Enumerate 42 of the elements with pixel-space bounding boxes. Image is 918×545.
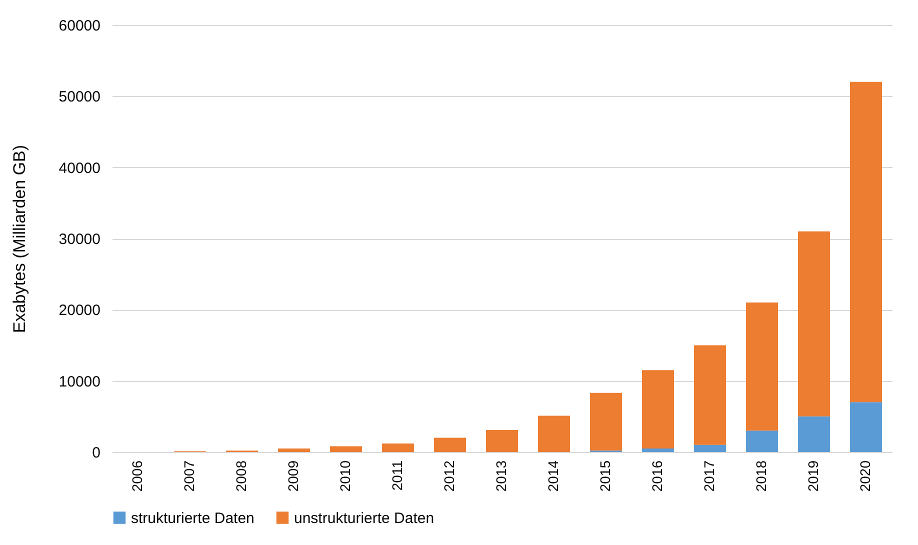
y-tick-label: 0 bbox=[92, 444, 100, 462]
y-tick-label: 10000 bbox=[58, 373, 100, 390]
bar bbox=[590, 392, 622, 451]
bar bbox=[694, 345, 726, 445]
bar bbox=[642, 370, 674, 448]
x-tick-label: 2006 bbox=[129, 460, 145, 492]
x-tick-label: 2013 bbox=[493, 460, 509, 492]
bar bbox=[434, 438, 466, 452]
bar bbox=[538, 416, 570, 452]
bar bbox=[798, 231, 830, 416]
x-tick-label: 2015 bbox=[597, 460, 613, 492]
bar bbox=[642, 448, 674, 452]
y-tick-label: 50000 bbox=[58, 88, 100, 106]
y-tick-label: 60000 bbox=[58, 18, 100, 34]
y-tick-label: 40000 bbox=[58, 160, 100, 177]
bar bbox=[330, 446, 362, 452]
x-tick-label: 2009 bbox=[285, 460, 301, 492]
bar bbox=[382, 443, 414, 452]
x-tick-label: 2012 bbox=[441, 460, 457, 492]
bar bbox=[746, 430, 778, 452]
y-tick-label: 30000 bbox=[58, 231, 100, 248]
x-tick-label: 2011 bbox=[389, 460, 405, 491]
x-tick-label: 2007 bbox=[181, 460, 197, 492]
y-axis-title: Exabytes (Milliarden GB) bbox=[10, 144, 29, 334]
x-tick-label: 2020 bbox=[857, 460, 873, 492]
x-tick-label: 2014 bbox=[545, 460, 561, 492]
legend-label: strukturierte Daten bbox=[131, 510, 254, 527]
x-tick-label: 2017 bbox=[701, 460, 717, 492]
bar bbox=[278, 448, 310, 452]
bar bbox=[694, 444, 726, 452]
bar bbox=[486, 430, 518, 452]
x-tick-label: 2016 bbox=[649, 460, 665, 492]
bar bbox=[746, 302, 778, 431]
x-tick-label: 2018 bbox=[753, 460, 769, 492]
bar bbox=[850, 402, 882, 452]
y-tick-label: 20000 bbox=[58, 302, 100, 320]
bar bbox=[798, 416, 830, 452]
legend-label: unstrukturierte Daten bbox=[294, 510, 434, 527]
bar bbox=[850, 82, 882, 402]
x-tick-label: 2010 bbox=[337, 460, 353, 492]
x-tick-label: 2019 bbox=[805, 460, 821, 492]
x-tick-label: 2008 bbox=[233, 460, 249, 492]
